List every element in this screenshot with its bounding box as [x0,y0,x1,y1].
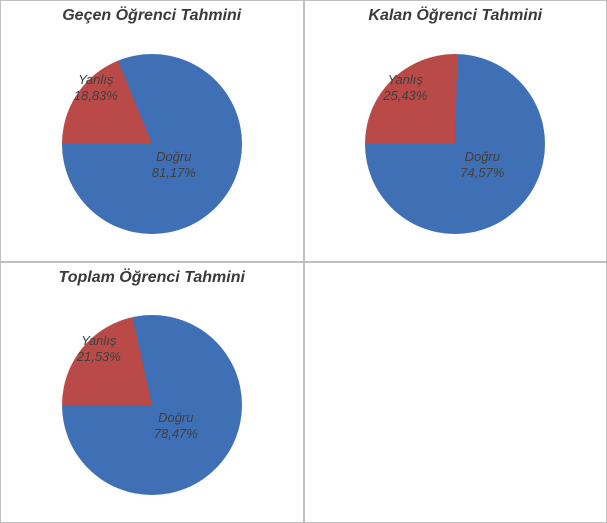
chart-title-kalan: Kalan Öğrenci Tahmini [305,7,607,25]
pie-label-toplam-dogru: Doğru 78,47% [154,410,198,443]
pie-label-toplam-yanlis: Yanlış 21,53% [77,333,121,366]
chart-cell-gecen: Geçen Öğrenci Tahmini Yanlış 18,83% Doğr… [0,0,304,262]
pie-label-name: Doğru [154,410,198,426]
pie-label-pct: 18,83% [74,88,118,104]
chart-title-gecen: Geçen Öğrenci Tahmini [1,7,303,25]
pie-label-name: Yanlış [383,72,427,88]
chart-cell-kalan: Kalan Öğrenci Tahmini Yanlış 25,43% Doğr… [304,0,607,262]
chart-cell-empty [304,262,607,523]
chart-cell-toplam: Toplam Öğrenci Tahmini Yanlış 21,53% Doğ… [0,262,304,523]
pie-wrap-toplam: Yanlış 21,53% Doğru 78,47% [62,315,242,495]
pie-label-pct: 78,47% [154,426,198,442]
pie-label-pct: 81,17% [152,165,196,181]
pie-label-name: Yanlış [77,333,121,349]
pie-label-pct: 74,57% [460,165,504,181]
chart-title-toplam: Toplam Öğrenci Tahmini [1,269,303,287]
pie-label-kalan-dogru: Doğru 74,57% [460,149,504,182]
pie-wrap-gecen: Yanlış 18,83% Doğru 81,17% [62,54,242,234]
pie-wrap-kalan: Yanlış 25,43% Doğru 74,57% [365,54,545,234]
chart-grid: Geçen Öğrenci Tahmini Yanlış 18,83% Doğr… [0,0,607,523]
pie-label-name: Yanlış [74,72,118,88]
pie-label-name: Doğru [152,149,196,165]
pie-label-pct: 25,43% [383,88,427,104]
pie-label-gecen-dogru: Doğru 81,17% [152,149,196,182]
pie-label-kalan-yanlis: Yanlış 25,43% [383,72,427,105]
pie-label-gecen-yanlis: Yanlış 18,83% [74,72,118,105]
pie-label-name: Doğru [460,149,504,165]
pie-label-pct: 21,53% [77,349,121,365]
